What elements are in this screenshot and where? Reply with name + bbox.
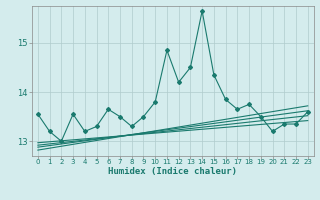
X-axis label: Humidex (Indice chaleur): Humidex (Indice chaleur): [108, 167, 237, 176]
